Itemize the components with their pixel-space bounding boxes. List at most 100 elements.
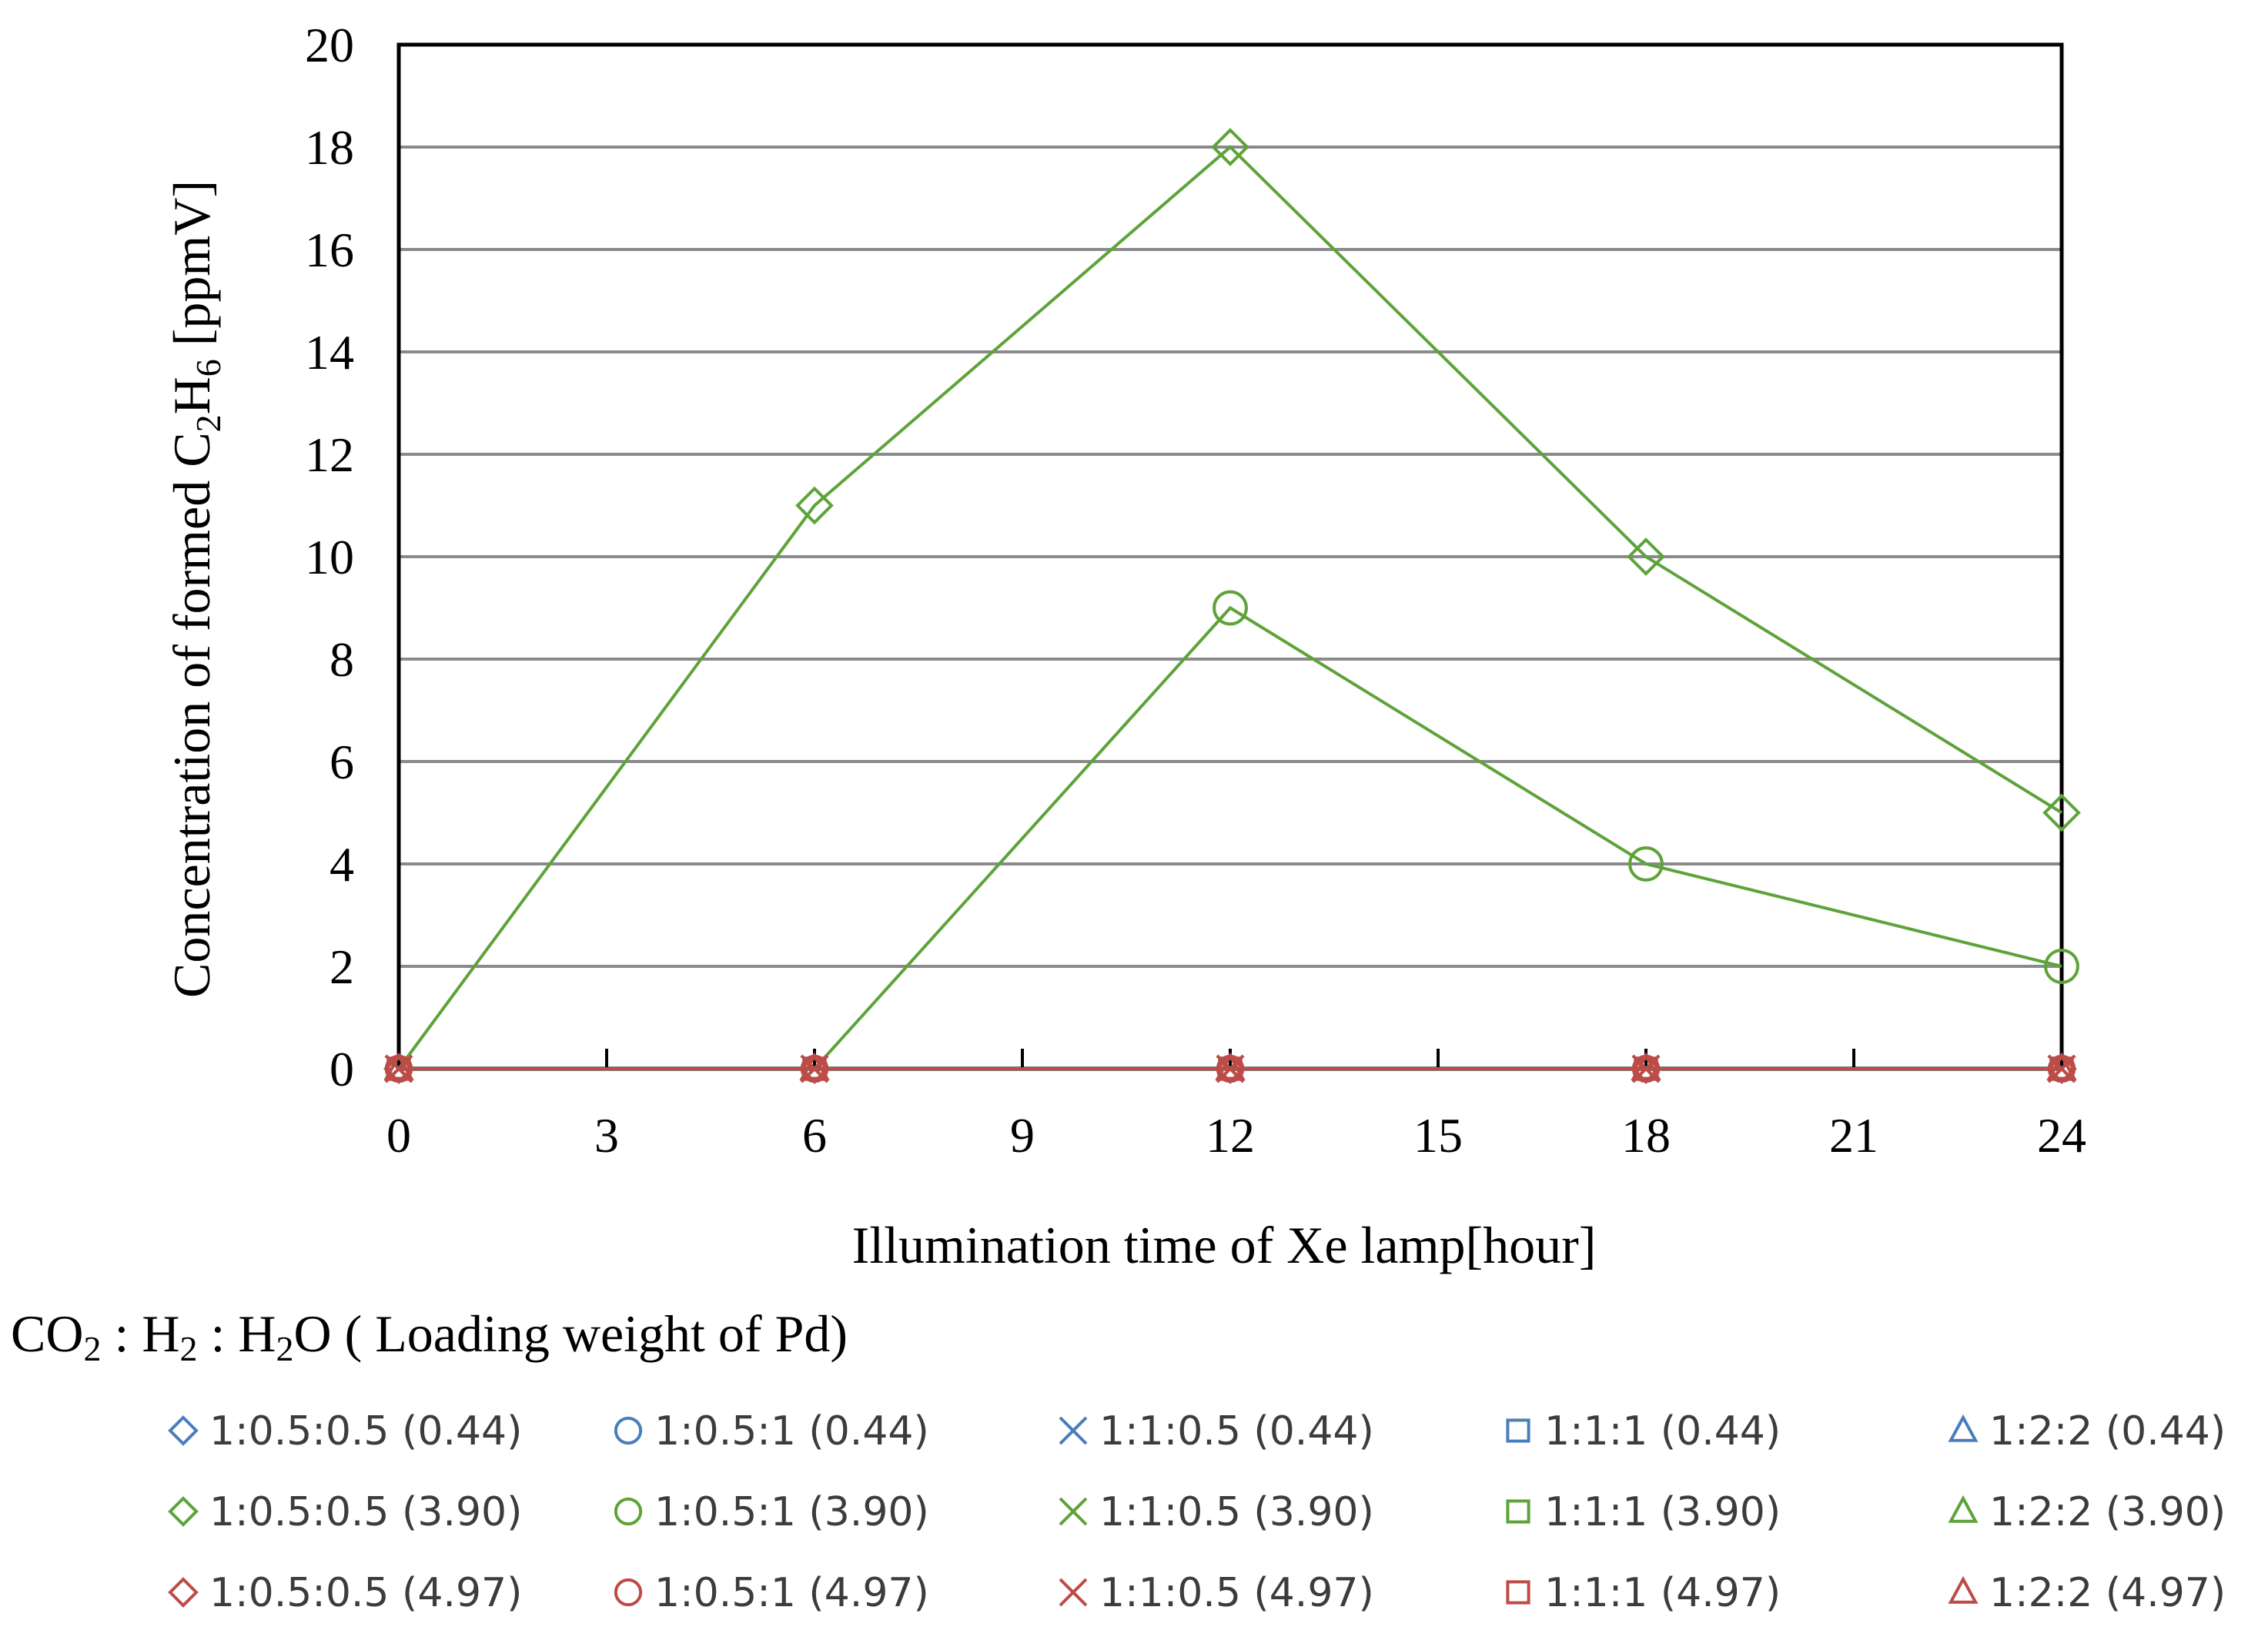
circle-legend-marker bbox=[614, 1416, 643, 1445]
y-tick-label: 6 bbox=[329, 735, 354, 789]
y-axis-title-mid: H bbox=[162, 377, 221, 414]
legend-item: 1:0.5:0.5 (4.97) bbox=[168, 1570, 522, 1616]
legend-item: 1:1:0.5 (3.90) bbox=[1059, 1489, 1374, 1535]
legend-item: 1:1:1 (0.44) bbox=[1506, 1408, 1781, 1455]
legend-item: 1:0.5:1 (4.97) bbox=[614, 1570, 929, 1616]
legend: 1:0.5:0.5 (0.44) 1:0.5:1 (0.44) 1:1:0.5 (0… bbox=[168, 1408, 2226, 1616]
y-axis-title-suffix: [ppmV] bbox=[162, 180, 221, 359]
legend-label: 1:2:2 (4.97) bbox=[1989, 1570, 2226, 1616]
data-point bbox=[795, 486, 834, 525]
data-point bbox=[1631, 1052, 1661, 1080]
x-legend-marker bbox=[1059, 1416, 1088, 1445]
legend-label: 1:0.5:0.5 (3.90) bbox=[209, 1489, 522, 1535]
x-tick-label: 15 bbox=[1413, 1108, 1463, 1163]
x-tick-label: 0 bbox=[386, 1108, 411, 1163]
legend-item: 1:0.5:0.5 (0.44) bbox=[168, 1408, 522, 1455]
x-axis-title: Illumination time of Xe lamp[hour] bbox=[852, 1216, 1597, 1274]
y-tick-label: 16 bbox=[305, 223, 354, 277]
circle-legend-marker bbox=[614, 1578, 643, 1607]
y-axis-title-prefix: Concentration of formed C bbox=[162, 432, 221, 998]
legend-title-p2: : H bbox=[101, 1304, 179, 1363]
legend-title-s2: 2 bbox=[179, 1329, 197, 1368]
square-legend-marker bbox=[1506, 1499, 1530, 1524]
legend-item: 1:1:0.5 (4.97) bbox=[1059, 1570, 1374, 1616]
y-tick-label: 4 bbox=[329, 837, 354, 892]
y-tick-label: 14 bbox=[305, 325, 354, 380]
x-legend-marker bbox=[1059, 1497, 1088, 1526]
legend-label: 1:2:2 (0.44) bbox=[1989, 1408, 2226, 1455]
diamond-legend-marker bbox=[168, 1496, 199, 1527]
triangle-legend-marker bbox=[1948, 1495, 1979, 1523]
legend-item: 1:0.5:1 (3.90) bbox=[614, 1489, 929, 1535]
series-15 bbox=[383, 1052, 2077, 1080]
legend-item: 1:0.5:0.5 (3.90) bbox=[168, 1489, 522, 1535]
x-tick-label: 9 bbox=[1010, 1108, 1035, 1163]
legend-label: 1:1:0.5 (0.44) bbox=[1099, 1408, 1374, 1455]
legend-item: 1:2:2 (3.90) bbox=[1948, 1489, 2226, 1535]
data-point bbox=[2046, 1052, 2077, 1080]
legend-title-p3: : H bbox=[197, 1304, 276, 1363]
legend-label: 1:2:2 (3.90) bbox=[1989, 1489, 2226, 1535]
data-point bbox=[1213, 590, 1248, 626]
data-point bbox=[1211, 128, 1249, 166]
x-tick-label: 3 bbox=[594, 1108, 619, 1163]
y-axis-title-sub1: 2 bbox=[189, 414, 228, 432]
y-axis-title-sub2: 6 bbox=[189, 359, 228, 377]
legend-label: 1:0.5:0.5 (0.44) bbox=[209, 1408, 522, 1455]
legend-label: 1:1:1 (0.44) bbox=[1544, 1408, 1781, 1455]
x-tick-label: 6 bbox=[802, 1108, 827, 1163]
legend-title-p1: CO bbox=[11, 1304, 83, 1363]
x-tick-label: 12 bbox=[1206, 1108, 1255, 1163]
diamond-legend-marker bbox=[168, 1415, 199, 1446]
legend-item: 1:2:2 (4.97) bbox=[1948, 1570, 2226, 1616]
x-tick-label: 24 bbox=[2037, 1108, 2086, 1163]
data-point bbox=[2042, 793, 2081, 832]
data-point bbox=[383, 1052, 414, 1080]
triangle-legend-marker bbox=[1948, 1575, 1979, 1604]
legend-label: 1:0.5:1 (0.44) bbox=[654, 1408, 929, 1455]
grid-lines bbox=[399, 146, 2062, 968]
circle-legend-marker bbox=[614, 1497, 643, 1526]
legend-title-s1: 2 bbox=[83, 1329, 101, 1368]
y-tick-label: 10 bbox=[305, 530, 354, 584]
series-group bbox=[383, 128, 2081, 1084]
square-legend-marker bbox=[1506, 1580, 1530, 1605]
legend-title-s3: 2 bbox=[276, 1329, 293, 1368]
diamond-legend-marker bbox=[168, 1577, 199, 1608]
triangle-legend-marker bbox=[1948, 1414, 1979, 1442]
data-point bbox=[1628, 846, 1664, 882]
y-tick-label: 8 bbox=[329, 632, 354, 687]
y-tick-label: 2 bbox=[329, 939, 354, 994]
legend-item: 1:1:0.5 (0.44) bbox=[1059, 1408, 1374, 1455]
legend-item: 1:1:1 (4.97) bbox=[1506, 1570, 1781, 1616]
legend-label: 1:0.5:0.5 (4.97) bbox=[209, 1570, 522, 1616]
y-tick-label: 12 bbox=[305, 427, 354, 482]
x-legend-marker bbox=[1059, 1578, 1088, 1607]
legend-title: CO2 : H2 : H2O ( Loading weight of Pd) bbox=[11, 1304, 848, 1368]
legend-item: 1:1:1 (3.90) bbox=[1506, 1489, 1781, 1535]
square-legend-marker bbox=[1506, 1418, 1530, 1443]
legend-item: 1:2:2 (0.44) bbox=[1948, 1408, 2226, 1455]
data-point bbox=[799, 1052, 830, 1080]
y-tick-label: 18 bbox=[305, 120, 354, 175]
x-tick-label: 21 bbox=[1829, 1108, 1878, 1163]
legend-label: 1:0.5:1 (4.97) bbox=[654, 1570, 929, 1616]
x-tick-label: 18 bbox=[1621, 1108, 1671, 1163]
legend-label: 1:1:0.5 (4.97) bbox=[1099, 1570, 1374, 1616]
legend-label: 1:0.5:1 (3.90) bbox=[654, 1489, 929, 1535]
legend-label: 1:1:0.5 (3.90) bbox=[1099, 1489, 1374, 1535]
legend-label: 1:1:1 (4.97) bbox=[1544, 1570, 1781, 1616]
data-point bbox=[1627, 537, 1665, 576]
y-tick-label: 20 bbox=[305, 18, 354, 72]
y-tick-label: 0 bbox=[329, 1042, 354, 1096]
series-line bbox=[397, 145, 2063, 1070]
legend-title-p4: O ( Loading weight of Pd) bbox=[293, 1304, 848, 1363]
data-point bbox=[1215, 1052, 1246, 1080]
data-point bbox=[2044, 949, 2079, 984]
legend-item: 1:0.5:1 (0.44) bbox=[614, 1408, 929, 1455]
y-axis-title: Concentration of formed C2H6 [ppmV] bbox=[162, 180, 228, 998]
legend-label: 1:1:1 (3.90) bbox=[1544, 1489, 1781, 1535]
